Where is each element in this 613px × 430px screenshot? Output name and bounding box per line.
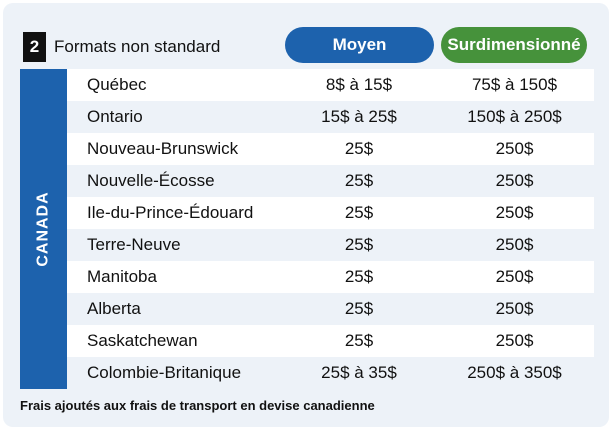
moyen-cell: 25$ [344, 331, 374, 350]
table-row: Nouvelle-Écosse 25$ 250$ [67, 165, 594, 197]
table-row: Saskatchewan 25$ 250$ [67, 325, 594, 357]
footnote: Frais ajoutés aux frais de transport en … [20, 398, 375, 413]
table-row: Ontario 15$ à 25$ 150$ à 250$ [67, 101, 594, 133]
country-side-label: CANADA [20, 69, 67, 389]
moyen-cell: 25$ [344, 171, 374, 190]
province-cell: Nouvelle-Écosse [87, 171, 215, 190]
table-row: Colombie-Britanique 25$ à 35$ 250$ à 350$ [67, 357, 594, 389]
rate-table: Québec 8$ à 15$ 75$ à 150$ Ontario 15$ à 25$… [67, 69, 594, 389]
column-header-surdimensionne: Surdimensionné [441, 27, 587, 63]
table-row: Québec 8$ à 15$ 75$ à 150$ [67, 69, 594, 101]
province-cell: Saskatchewan [87, 331, 198, 350]
moyen-cell: 25$ [344, 267, 374, 286]
surdimensionne-cell: 250$ [495, 171, 534, 190]
table-row: Manitoba 25$ 250$ [67, 261, 594, 293]
province-cell: Manitoba [87, 267, 157, 286]
moyen-cell: 25$ [344, 139, 374, 158]
moyen-cell: 25$ à 35$ [321, 363, 397, 382]
surdimensionne-cell: 250$ [495, 267, 534, 286]
province-cell: Ontario [87, 107, 143, 126]
column-header-moyen: Moyen [285, 27, 434, 63]
moyen-cell: 15$ à 25$ [321, 107, 397, 126]
rate-card: 2 Formats non standard Moyen Surdimensio… [3, 3, 609, 427]
province-cell: Terre-Neuve [87, 235, 181, 254]
table-row: Ile-du-Prince-Édouard 25$ 250$ [67, 197, 594, 229]
province-cell: Alberta [87, 299, 141, 318]
surdimensionne-cell: 250$ [495, 203, 534, 222]
surdimensionne-cell: 250$ à 350$ [467, 363, 562, 382]
section-title: Formats non standard [54, 37, 221, 56]
province-cell: Ile-du-Prince-Édouard [87, 203, 254, 222]
table-header: 2 Formats non standard Moyen Surdimensio… [3, 3, 609, 69]
moyen-cell: 25$ [344, 203, 374, 222]
surdimensionne-cell: 250$ [495, 299, 534, 318]
province-cell: Nouveau-Brunswick [87, 139, 239, 158]
moyen-cell: 8$ à 15$ [325, 75, 393, 94]
surdimensionne-cell: 250$ [495, 139, 534, 158]
province-cell: Colombie-Britanique [87, 363, 242, 382]
moyen-cell: 25$ [344, 235, 374, 254]
surdimensionne-cell: 75$ à 150$ [471, 75, 558, 94]
table-row: Nouveau-Brunswick 25$ 250$ [67, 133, 594, 165]
moyen-cell: 25$ [344, 299, 374, 318]
surdimensionne-cell: 250$ [495, 235, 534, 254]
surdimensionne-cell: 150$ à 250$ [467, 107, 562, 126]
section-number: 2 [23, 32, 46, 62]
table-row: Terre-Neuve 25$ 250$ [67, 229, 594, 261]
surdimensionne-cell: 250$ [495, 331, 534, 350]
country-label: CANADA [34, 191, 52, 267]
table-row: Alberta 25$ 250$ [67, 293, 594, 325]
province-cell: Québec [87, 75, 147, 94]
